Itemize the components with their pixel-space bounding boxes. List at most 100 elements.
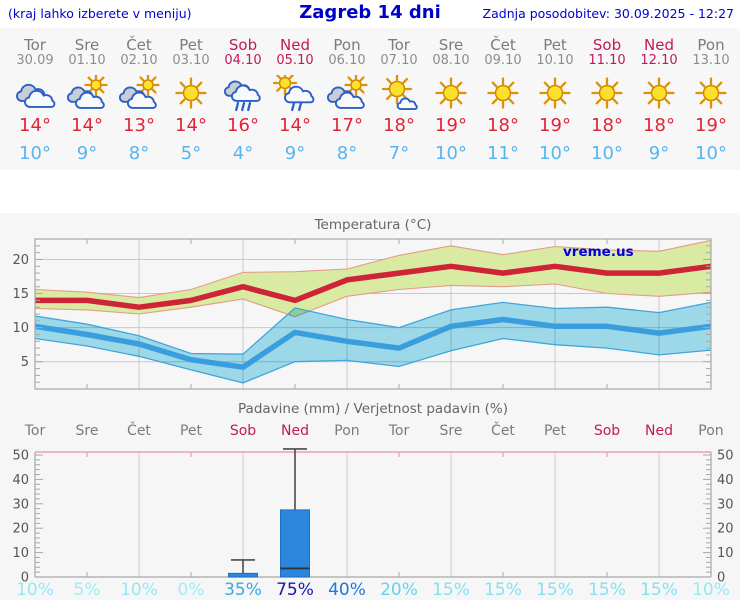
min-temperature: 9° xyxy=(648,143,670,164)
day-icon-wrap xyxy=(217,75,269,115)
day-date: 11.10 xyxy=(588,53,626,68)
min-temperature: 8° xyxy=(128,143,150,164)
rain-icon xyxy=(223,80,261,112)
precip-day-label: Čet xyxy=(127,421,151,439)
menu-hint-note: (kraj lahko izberete v meniju) xyxy=(8,6,192,21)
partly-sunny-icon xyxy=(66,73,108,109)
day-column: Ned 12.10 18° 9° xyxy=(633,28,685,170)
precipitation-chart: 0 0 10 10 20 20 30 30 40 40 50 50 Padavine (mm) / Ve… xyxy=(12,401,734,600)
day-date: 07.10 xyxy=(380,53,418,68)
partly-sunny-icon xyxy=(326,73,368,109)
svg-text:0: 0 xyxy=(21,571,29,586)
precip-probability: 5% xyxy=(74,580,101,600)
sun-rain-icon xyxy=(272,70,315,112)
day-icon-wrap xyxy=(425,75,477,115)
precip-probability: 10% xyxy=(16,580,54,600)
page-header: (kraj lahko izberete v meniju) Zagreb 14… xyxy=(0,0,740,28)
day-name: Sob xyxy=(592,36,622,54)
svg-text:40: 40 xyxy=(717,473,734,488)
watermark: vreme.us xyxy=(563,244,634,260)
precip-probability: 15% xyxy=(588,580,626,600)
day-column: Sre 08.10 19° 10° xyxy=(425,28,477,170)
day-date: 06.10 xyxy=(328,53,366,68)
svg-text:0: 0 xyxy=(717,571,725,586)
max-temperature: 18° xyxy=(591,115,623,136)
precip-probability: 10% xyxy=(692,580,730,600)
min-temperature: 7° xyxy=(388,143,410,164)
svg-text:10: 10 xyxy=(12,321,29,336)
precip-day-label: Ned xyxy=(645,423,673,439)
precip-day-label: Pon xyxy=(334,423,359,439)
day-name: Pet xyxy=(179,36,203,54)
day-column: Pon 13.10 19° 10° xyxy=(685,28,737,170)
precip-day-label: Pet xyxy=(180,423,203,439)
day-date: 13.10 xyxy=(692,53,730,68)
svg-text:15: 15 xyxy=(12,287,29,302)
cloudy-icon xyxy=(16,83,56,108)
day-name: Tor xyxy=(24,36,46,54)
precip-day-label: Ned xyxy=(281,423,309,439)
max-temperature: 14° xyxy=(175,115,207,136)
sunny-icon xyxy=(695,77,727,109)
last-update-label: Zadnja posodobitev: 30.09.2025 - 12:27 xyxy=(482,6,734,21)
day-column: Pet 03.10 14° 5° xyxy=(165,28,217,170)
day-icon-wrap xyxy=(321,73,373,115)
precip-day-label: Sob xyxy=(230,423,256,439)
day-icon-wrap xyxy=(9,75,61,115)
day-name: Tor xyxy=(388,36,410,54)
charts-area: 5 10 15 20 Temperatura (°C) vreme.us 0 0 10 10 20… xyxy=(0,213,740,600)
day-name: Sob xyxy=(228,36,258,54)
day-date: 02.10 xyxy=(120,53,158,68)
day-column: Sre 01.10 14° 9° xyxy=(61,28,113,170)
forecast-strip: Tor 30.09 14° 10° Sre 01.10 14° 9° Čet 02.10 13° 8°… xyxy=(0,28,740,170)
max-temperature: 17° xyxy=(331,115,363,136)
svg-text:50: 50 xyxy=(12,449,29,464)
precip-probability: 20% xyxy=(380,580,418,600)
day-name: Čet xyxy=(126,36,152,54)
precip-probability: 15% xyxy=(432,580,470,600)
day-icon-wrap xyxy=(61,73,113,115)
svg-text:10: 10 xyxy=(717,546,734,561)
day-column: Sob 11.10 18° 10° xyxy=(581,28,633,170)
day-icon-wrap xyxy=(373,73,425,115)
precip-probability: 40% xyxy=(328,580,366,600)
precip-day-label: Sob xyxy=(594,423,620,439)
day-column: Ned 05.10 14° 9° xyxy=(269,28,321,170)
day-icon-wrap xyxy=(113,73,165,115)
max-temperature: 19° xyxy=(695,115,727,136)
day-date: 12.10 xyxy=(640,53,678,68)
day-column: Pet 10.10 19° 10° xyxy=(529,28,581,170)
svg-text:50: 50 xyxy=(717,449,734,464)
precip-probability: 15% xyxy=(640,580,678,600)
max-temperature: 14° xyxy=(71,115,103,136)
day-column: Pon 06.10 17° 8° xyxy=(321,28,373,170)
partly-sunny-icon xyxy=(118,73,160,109)
min-temperature: 4° xyxy=(232,143,254,164)
day-name: Pon xyxy=(333,36,361,54)
day-icon-wrap xyxy=(529,75,581,115)
svg-text:Padavine (mm) / Verjetnost pad: Padavine (mm) / Verjetnost padavin (%) xyxy=(238,401,508,417)
sunny-icon xyxy=(643,77,675,109)
svg-text:20: 20 xyxy=(12,522,29,537)
precip-probability: 15% xyxy=(484,580,522,600)
day-icon-wrap xyxy=(269,70,321,115)
day-icon-wrap xyxy=(477,75,529,115)
day-column: Čet 02.10 13° 8° xyxy=(113,28,165,170)
precip-probability: 75% xyxy=(276,580,314,600)
svg-text:20: 20 xyxy=(717,522,734,537)
day-name: Ned xyxy=(280,36,310,54)
svg-text:20: 20 xyxy=(12,253,29,268)
sunny-icon xyxy=(175,77,207,109)
precip-day-label: Čet xyxy=(491,421,515,439)
day-name: Sre xyxy=(438,36,464,54)
max-temperature: 18° xyxy=(643,115,675,136)
precip-day-label: Sre xyxy=(440,423,463,439)
precip-day-label: Sre xyxy=(76,423,99,439)
min-temperature: 8° xyxy=(336,143,358,164)
precip-day-label: Tor xyxy=(24,423,46,439)
day-name: Ned xyxy=(644,36,674,54)
min-temperature: 9° xyxy=(76,143,98,164)
page-title: Zagreb 14 dni xyxy=(299,2,441,23)
min-temperature: 11° xyxy=(487,143,519,164)
day-date: 01.10 xyxy=(68,53,106,68)
